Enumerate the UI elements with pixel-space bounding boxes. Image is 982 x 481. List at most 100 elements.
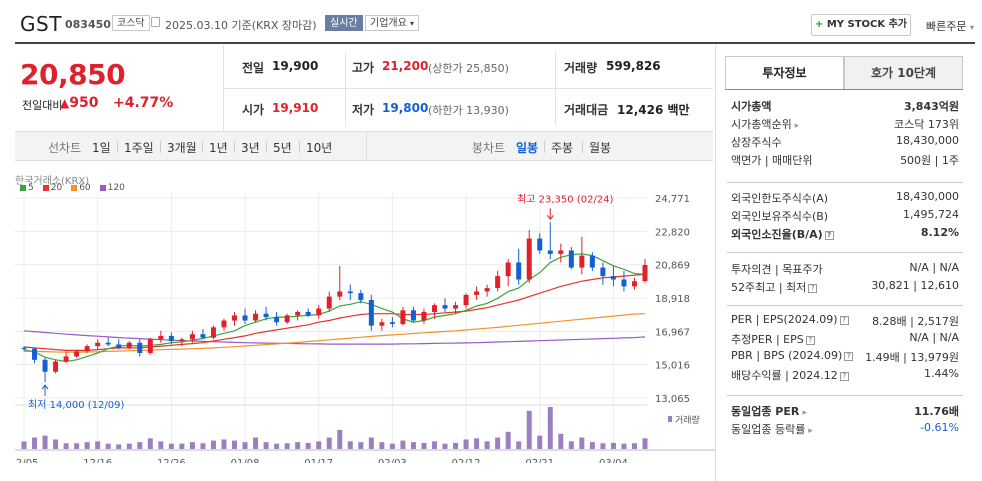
help-icon[interactable]: ? [839, 371, 849, 381]
help-icon[interactable]: ? [824, 230, 834, 240]
period-line-1[interactable]: 1주일 [124, 141, 154, 155]
volume-bar [116, 444, 122, 449]
legend-label: 20 [50, 183, 63, 193]
candle [453, 305, 459, 309]
volume-bar [284, 443, 290, 449]
calendar-icon [151, 17, 160, 27]
period-line-4[interactable]: 3년 [241, 141, 260, 155]
candle [389, 322, 395, 324]
candle [95, 342, 101, 347]
tab-invest-info[interactable]: 투자정보 [725, 56, 844, 90]
help-icon[interactable]: ? [839, 315, 849, 325]
legend-swatch [42, 184, 49, 191]
invest-row[interactable]: 시가총액순위 ▸ 코스닥 173위 [731, 116, 959, 134]
legend-item-ma60: 60 [71, 183, 91, 193]
candle [305, 311, 311, 316]
volume-bar [421, 442, 427, 449]
invest-row[interactable]: 동일업종 등락률 ▸ -0.61% [731, 421, 959, 439]
divider [117, 141, 118, 153]
volume-bar [21, 441, 27, 449]
period-candle-1[interactable]: 주봉 [551, 141, 574, 155]
legend-label: 120 [107, 183, 125, 193]
invest-value: 500원 | 1주 [900, 154, 959, 167]
volume-bar [410, 442, 416, 449]
low-value: 19,800 [382, 101, 429, 115]
legend-swatch [20, 184, 26, 191]
help-icon[interactable]: ? [805, 335, 815, 345]
invest-label: 52주최고 | 최저? [731, 279, 818, 295]
invest-value: 30,821 | 12,610 [871, 279, 959, 292]
prev-close-value: 19,900 [272, 59, 319, 73]
volume-bar [537, 435, 543, 449]
period-line-3[interactable]: 1년 [209, 141, 228, 155]
candle [495, 276, 501, 289]
x-tick-label: 12/26 [157, 458, 186, 463]
stock-name: GST [20, 12, 62, 36]
chevron-down-icon: ▾ [410, 19, 415, 28]
candle [347, 291, 353, 294]
invest-label: 동일업종 PER ▸ [731, 405, 808, 418]
period-line-6[interactable]: 10년 [306, 141, 333, 155]
invest-row[interactable]: 동일업종 PER ▸ 11.76배 [731, 403, 959, 421]
invest-row: 52주최고 | 최저? 30,821 | 12,610 [731, 279, 959, 297]
volume-bar [337, 429, 343, 449]
y-tick-label: 18,918 [655, 294, 690, 305]
amount-number: 12,426 [617, 103, 664, 117]
divider [727, 252, 963, 253]
period-line-5[interactable]: 5년 [273, 141, 292, 155]
help-icon[interactable]: ? [808, 283, 818, 293]
invest-label: 추정PER | EPS? [731, 331, 815, 347]
volume-legend-label: 거래량 [675, 414, 700, 426]
candle [516, 262, 522, 280]
divider [715, 45, 716, 481]
y-tick-label: 13,065 [655, 394, 690, 405]
company-info-dropdown[interactable]: 기업개요 ▾ [365, 15, 420, 31]
volume-bar [253, 437, 259, 449]
invest-label: 동일업종 등락률 ▸ [731, 423, 813, 436]
period-line-2[interactable]: 3개월 [167, 141, 197, 155]
volume-bar [621, 443, 627, 449]
volume-bar [126, 443, 132, 449]
low-label: 저가 [352, 103, 375, 117]
invest-value: 8.28배 | 2,517원 [872, 315, 959, 328]
quick-order-button[interactable]: 빠른주문 ▾ [926, 18, 974, 34]
volume-bar [221, 439, 227, 449]
volume-bar [53, 439, 59, 449]
invest-row: 시가총액 3,843억원 [731, 98, 959, 116]
candle [474, 291, 480, 295]
volume-bar [200, 443, 206, 449]
legend-item-ma5: 5 [20, 183, 34, 193]
legend-item-ma120: 120 [99, 183, 125, 193]
volume-bar [568, 441, 574, 449]
volume-bar [526, 410, 532, 449]
candle [32, 348, 38, 360]
my-stock-add-button[interactable]: + MY STOCK 추가 [811, 14, 911, 36]
tab-order-book[interactable]: 호가 10단계 [844, 56, 963, 90]
upper-limit: (상한가 25,850) [428, 62, 509, 75]
invest-value: 8.12% [920, 226, 959, 239]
change-label: 전일대비 [22, 99, 63, 112]
candle [316, 308, 322, 316]
invest-value: 18,430,000 [896, 190, 959, 203]
invest-value: N/A | N/A [909, 331, 959, 344]
divider [544, 141, 545, 153]
invest-row: PBR | BPS (2024.09)? 1.49배 | 13,979원 [731, 349, 959, 367]
invest-row: 액면가 | 매매단위 500원 | 1주 [731, 152, 959, 170]
invest-value: 11.76배 [914, 405, 959, 418]
prev-close-label: 전일 [242, 61, 265, 75]
candle [63, 356, 69, 362]
price-chart[interactable]: 24,771 22,820 20,869 18,918 16,967 15,016 13,0… [15, 193, 715, 463]
realtime-tag[interactable]: 실시간 [325, 15, 363, 31]
volume-bar [442, 443, 448, 449]
invest-value: 18,430,000 [896, 134, 959, 147]
candle [253, 313, 259, 321]
invest-value: -0.61% [920, 421, 959, 434]
invest-row: 배당수익률 | 2024.12? 1.44% [731, 367, 959, 385]
x-tick-label: 02/21 [525, 458, 554, 463]
period-line-0[interactable]: 1일 [92, 141, 111, 155]
max-price-annotation: 최고 23,350 (02/24) [517, 193, 613, 205]
help-icon[interactable]: ? [844, 351, 854, 361]
chart-source: 한국거래소(KRX) [15, 176, 90, 187]
period-candle-2[interactable]: 월봉 [589, 141, 612, 155]
period-candle-0[interactable]: 일봉 [516, 141, 539, 155]
